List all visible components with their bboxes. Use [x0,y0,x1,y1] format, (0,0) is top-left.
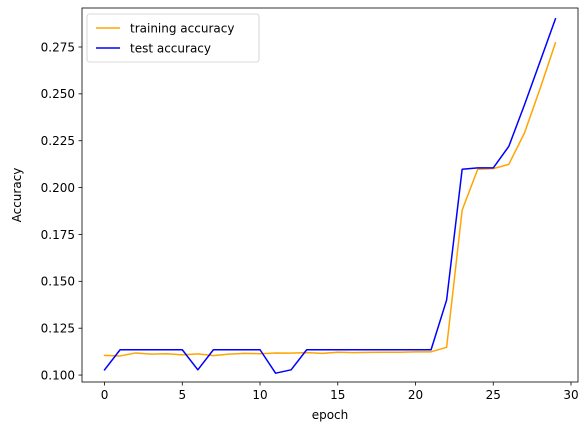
x-tick-label: 20 [408,388,423,402]
series-line-1 [103,17,557,374]
series-line-0 [103,41,557,357]
series-layer [103,17,557,374]
legend-label: test accuracy [130,41,211,55]
plot-frame [81,7,579,383]
x-tick-label: 5 [178,388,186,402]
y-tick-label: 0.175 [41,228,75,242]
x-tick-label: 0 [101,388,109,402]
legend-label: training accuracy [130,21,234,35]
y-tick-label: 0.125 [41,321,75,335]
y-tick-label: 0.250 [41,87,75,101]
axes-layer: 0 5 10 15 20 25 30 0.100 0.125 0.150 0.175 0.200 0.2… [41,7,579,402]
legend: training accuracy test accuracy [86,13,260,63]
x-axis-label: epoch [312,408,349,422]
y-tick-label: 0.150 [41,275,75,289]
x-tick-label: 25 [486,388,501,402]
x-tick-label: 30 [563,388,578,402]
x-tick-label: 15 [330,388,345,402]
x-tick-label: 10 [252,388,267,402]
y-tick-label: 0.275 [41,40,75,54]
legend-box [86,13,260,63]
y-tick-label: 0.225 [41,134,75,148]
y-tick-label: 0.200 [41,181,75,195]
y-axis-label: Accuracy [10,168,24,223]
y-tick-label: 0.100 [41,368,75,382]
